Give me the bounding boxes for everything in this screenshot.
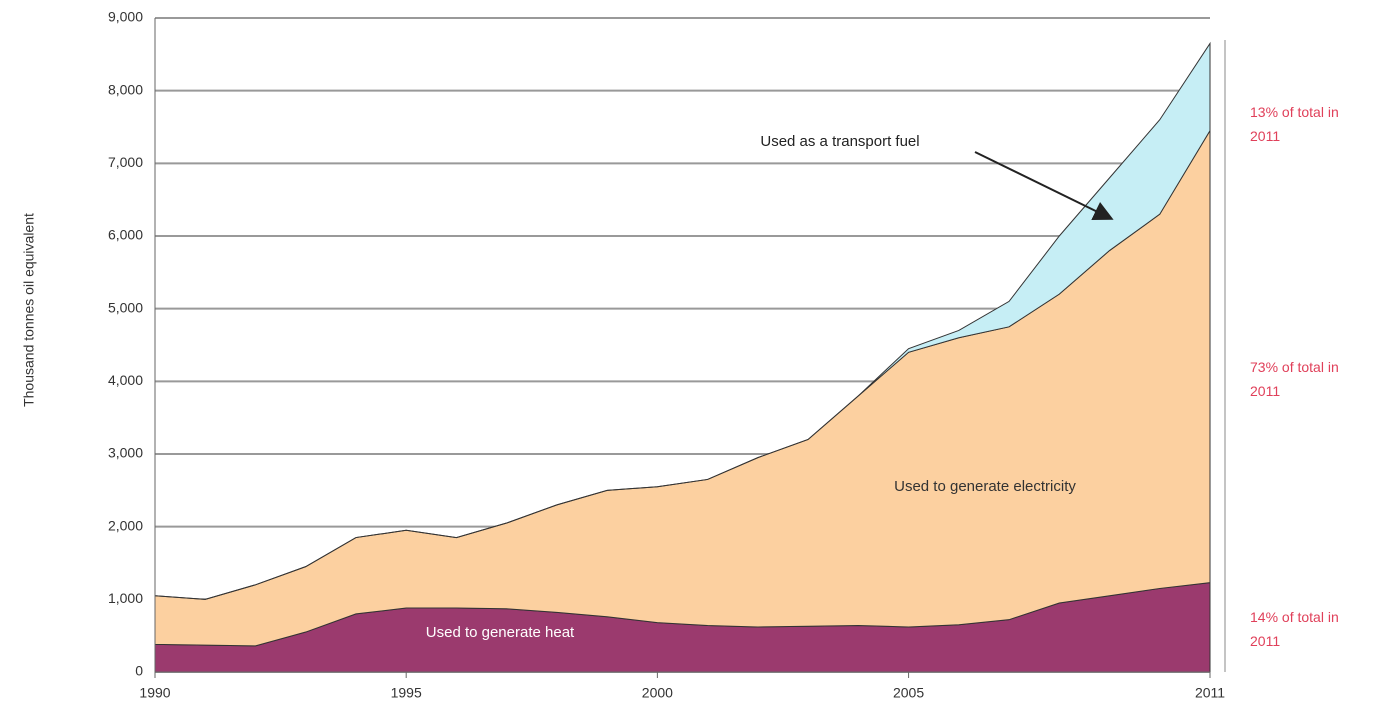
share-label: 73% of total in 2011	[1250, 359, 1339, 399]
y-axis-label: Thousand tonnes oil equivalent	[21, 213, 37, 407]
x-tick-label: 2011	[1195, 685, 1225, 701]
arrow	[974, 151, 1114, 220]
y-tick-label: 7,000	[108, 154, 143, 170]
y-tick-label: 8,000	[108, 81, 143, 97]
series-label: Used as a transport fuel	[760, 133, 919, 150]
y-tick-label: 1,000	[108, 590, 143, 606]
y-tick-label: 4,000	[108, 372, 143, 388]
area	[154, 41, 1211, 600]
x-tick-label: 1990	[139, 685, 170, 701]
x-tick-label: 1995	[391, 685, 422, 701]
series-label: Used to generate heat	[426, 624, 575, 641]
share-label: 13% of total in 2011	[1250, 104, 1339, 144]
share-label: 14% of total in 2011	[1250, 609, 1339, 649]
x-tick-label: 2005	[893, 685, 924, 701]
y-tick-label: 9,000	[108, 9, 143, 25]
area	[154, 128, 1211, 647]
y-tick-label: 5,000	[108, 299, 143, 315]
x-tick-label: 2000	[642, 685, 673, 701]
y-tick-label: 2,000	[108, 517, 143, 533]
y-tick-label: 6,000	[108, 227, 143, 243]
series-label: Used to generate electricity	[894, 478, 1076, 495]
areas	[154, 41, 1211, 673]
y-tick-label: 0	[135, 663, 143, 679]
y-tick-label: 3,000	[108, 445, 143, 461]
